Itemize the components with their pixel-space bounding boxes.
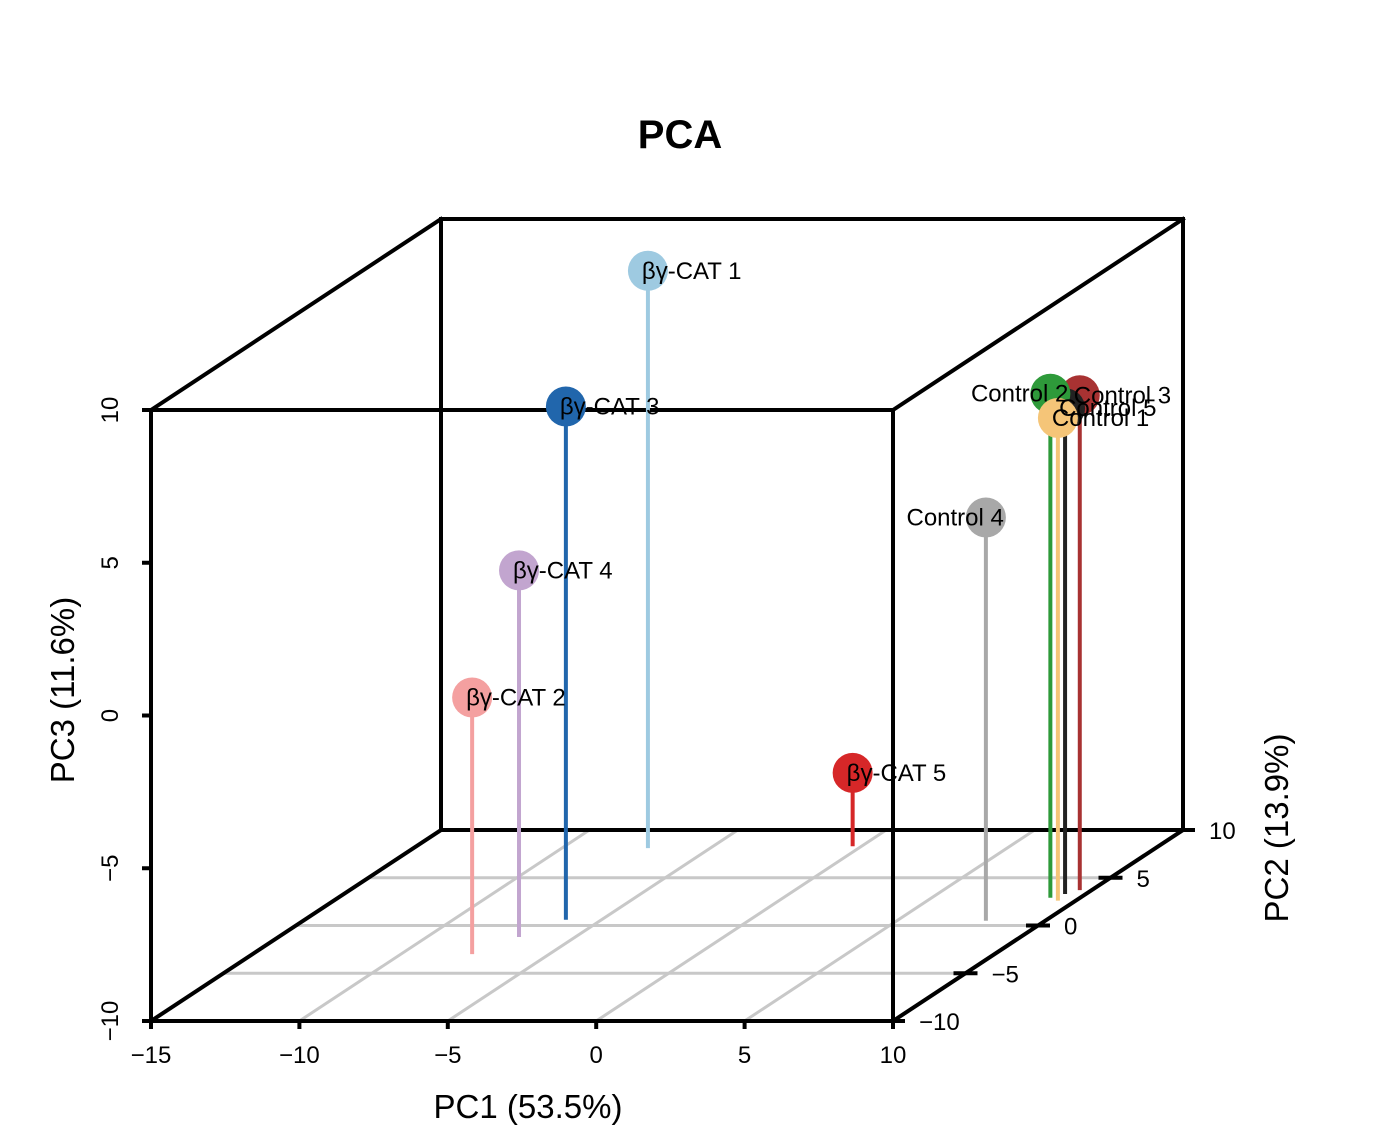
y-axis-tick-label: 10 [1209, 818, 1236, 845]
x-axis-title: PC1 (53.5%) [434, 1088, 623, 1125]
box-edge [148, 827, 444, 1024]
y-axis-tick-label: 0 [1064, 914, 1077, 941]
axis-ticks: −15 −10 −5 0 5 10 −10 −5 0 5 10 −10 −5 0 5 10 [97, 397, 1236, 1069]
data-point [832, 752, 873, 793]
data-point [545, 386, 586, 427]
z-axis-tick-label: 10 [97, 397, 124, 424]
x-axis-tick-label: −15 [131, 1042, 172, 1069]
z-axis-tick-label: −5 [97, 855, 124, 882]
point-label: Control 4 [906, 504, 1003, 531]
y-axis-tick-label: 5 [1137, 866, 1150, 893]
box-edge [890, 216, 1186, 413]
data-point [627, 250, 668, 291]
x-axis-tick-label: 0 [590, 1042, 603, 1069]
data-point [452, 677, 493, 718]
point-label: Control 3 [1074, 382, 1171, 409]
x-axis-tick-label: 5 [738, 1042, 751, 1069]
point-label: βγ-CAT 2 [466, 685, 566, 712]
data-point [1037, 397, 1078, 438]
point-label: Control 1 [1052, 405, 1149, 432]
y-axis-tick-label: −10 [919, 1009, 960, 1036]
data-point [499, 550, 540, 591]
box-edge [148, 216, 444, 413]
data-point [965, 497, 1006, 538]
point-label: βγ-CAT 3 [560, 394, 660, 421]
y-axis-tick-label: −5 [992, 961, 1019, 988]
point-label: βγ-CAT 1 [642, 258, 742, 285]
point-label: Control 2 [971, 381, 1068, 408]
bounding-box [148, 216, 1186, 1024]
data-points: βγ-CAT 1 βγ-CAT 3 βγ-CAT 4 βγ-CAT 2 βγ-CAT 5… [452, 250, 1171, 955]
x-axis-tick-label: −5 [434, 1042, 461, 1069]
point-label: βγ-CAT 4 [513, 557, 613, 584]
y-axis-title: PC2 (13.9%) [1258, 734, 1295, 923]
z-axis-tick-label: −10 [97, 1001, 124, 1042]
point-label: βγ-CAT 5 [847, 760, 947, 787]
point-label: Control 5 [1059, 395, 1156, 422]
x-axis-tick-label: 10 [880, 1042, 907, 1069]
chart-title: PCA [638, 113, 722, 157]
x-axis-tick-label: −10 [279, 1042, 320, 1069]
z-axis-tick-label: 0 [97, 709, 124, 722]
z-axis-tick-label: 5 [97, 556, 124, 569]
z-axis-title: PC3 (11.6%) [44, 597, 81, 783]
